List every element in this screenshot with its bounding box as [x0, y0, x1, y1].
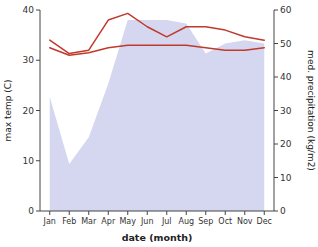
x-tick — [127, 211, 128, 215]
x-tick-label: Feb — [62, 217, 76, 226]
y-tick — [36, 211, 40, 212]
y2-tick-label: 20 — [280, 139, 292, 149]
y-tick — [36, 10, 40, 11]
x-tick-label: Aug — [178, 217, 194, 226]
y-tick-label: 40 — [23, 5, 35, 15]
x-tick-label: Jun — [140, 217, 154, 226]
x-tick — [244, 211, 245, 215]
x-tick-label: Dec — [257, 217, 272, 226]
chart: 0 10 20 30 40 0 10 20 30 40 50 60 Jan Feb Mar AprMay Jun… — [0, 0, 318, 247]
x-tick-label: Oct — [218, 217, 232, 226]
y-tick-label: 30 — [23, 55, 35, 65]
y2-tick-label: 50 — [280, 39, 292, 49]
x-tick-label: Sep — [198, 217, 213, 226]
line — [50, 13, 265, 53]
area — [50, 20, 265, 211]
y2-tick — [274, 144, 278, 145]
x-tick — [186, 211, 187, 215]
x-tick-label: Jul — [161, 217, 172, 226]
x-tick-label: Mar — [81, 217, 97, 226]
x-tick — [88, 211, 89, 215]
y2-tick — [274, 10, 278, 11]
y2-axis-label: med. precipitation (kg/m2) — [306, 50, 316, 171]
y2-tick-label: 40 — [280, 72, 292, 82]
y2-tick-label: 10 — [280, 173, 292, 183]
y2-tick-label: 0 — [280, 206, 286, 216]
x-tick-label: Nov — [237, 217, 253, 226]
x-tick — [264, 211, 265, 215]
y2-tick-label: 30 — [280, 106, 292, 116]
y-tick-label: 10 — [23, 156, 35, 166]
y2-tick — [274, 110, 278, 111]
y2-tick — [274, 211, 278, 212]
x-tick — [49, 211, 50, 215]
y2-tick — [274, 43, 278, 44]
x-axis-line — [40, 211, 274, 212]
x-tick-label: May — [119, 217, 136, 226]
x-tick — [205, 211, 206, 215]
x-tick — [166, 211, 167, 215]
y-tick — [36, 160, 40, 161]
y2-tick-label: 60 — [280, 5, 292, 15]
x-tick-label: Apr — [101, 217, 116, 226]
y2-tick — [274, 77, 278, 78]
line — [50, 45, 265, 55]
y-axis-label: max temp (C) — [3, 79, 13, 141]
x-axis-label: date (month) — [122, 232, 193, 243]
x-tick — [225, 211, 226, 215]
y-tick-label: 0 — [28, 206, 34, 216]
x-tick-label: Jan — [43, 217, 56, 226]
y-tick — [36, 110, 40, 111]
x-tick — [147, 211, 148, 215]
y2-tick — [274, 177, 278, 178]
x-tick — [69, 211, 70, 215]
y-tick — [36, 60, 40, 61]
y-tick-label: 20 — [23, 106, 35, 116]
plot-area — [50, 13, 265, 211]
x-tick — [108, 211, 109, 215]
